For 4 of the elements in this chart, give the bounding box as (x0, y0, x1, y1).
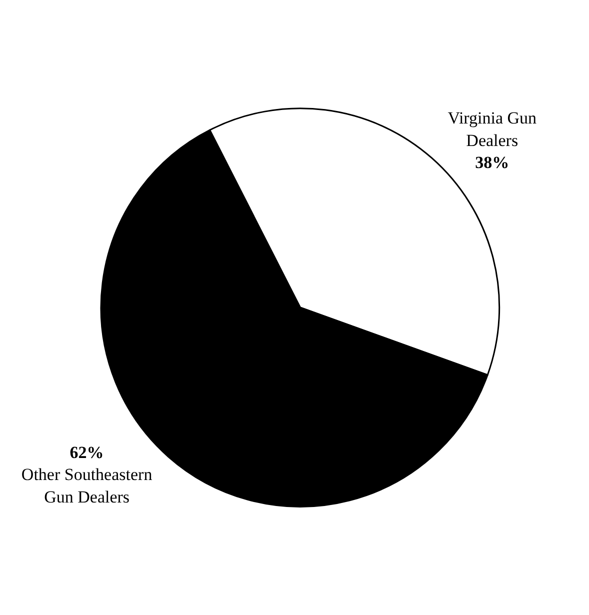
slice-label: Virginia Gun Dealers (448, 108, 538, 150)
data-label: 62% (70, 443, 104, 462)
slice-label: Other Southeastern Gun Dealers (21, 465, 153, 506)
data-label: 38% (475, 152, 510, 172)
